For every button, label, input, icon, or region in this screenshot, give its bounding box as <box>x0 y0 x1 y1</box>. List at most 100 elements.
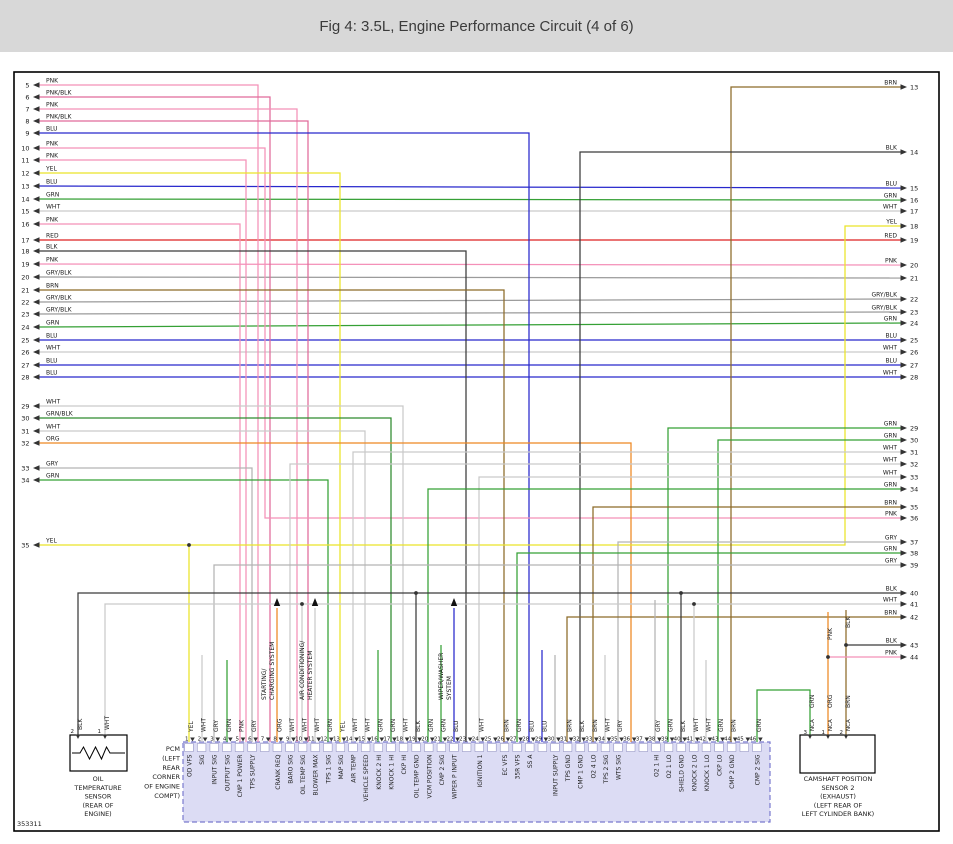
pcm-pin-arrow-icon <box>505 737 511 742</box>
right-pin-arrow-icon <box>900 590 907 596</box>
pcm-pin-arrow-icon <box>253 737 258 742</box>
wire-pnk <box>38 108 298 742</box>
pcm-pin-arrow-icon <box>695 737 700 742</box>
pcm-pin-wire-color: YEL <box>339 721 346 733</box>
left-pin-arrow-icon <box>33 403 40 409</box>
pcm-pin-arrow-icon <box>720 737 725 742</box>
left-pin-arrow-icon <box>33 145 40 151</box>
right-pin-wire-color: BLU <box>885 332 897 339</box>
pcm-pin-signal-label: CMP 2 SIG <box>439 754 446 785</box>
pcm-pin-number: 26 <box>497 737 504 743</box>
pcm-pin-cell <box>361 743 371 752</box>
cam-sensor-label: SENSOR 2 <box>821 784 854 792</box>
right-pin-arrow-icon <box>900 223 907 229</box>
left-pin-number: 11 <box>21 156 29 164</box>
pcm-pin-arrow-icon <box>732 737 738 742</box>
wire-gry-blk <box>37 298 904 303</box>
left-pin-wire-color: PNK <box>46 152 59 159</box>
left-pin-number: 10 <box>21 144 29 152</box>
right-pin-number: 39 <box>910 561 918 569</box>
right-pin-arrow-icon <box>900 654 907 660</box>
pcm-pin-arrow-icon <box>518 737 523 742</box>
pcm-pin-arrow-icon <box>442 737 448 742</box>
left-pin-wire-color: GRN <box>46 319 59 326</box>
pcm-pin-wire-color: BLU <box>529 720 536 732</box>
offpage-arrow-icon <box>311 598 319 606</box>
pcm-connector <box>182 741 771 823</box>
wire-grn <box>667 427 903 742</box>
pcm-pin-signal-label: KNOCK 1 HI <box>388 754 395 789</box>
right-pin-number: 27 <box>910 361 918 369</box>
right-pin-arrow-icon <box>900 296 907 302</box>
left-pin-number: 29 <box>21 402 29 410</box>
pcm-pin-wire-color: GRN <box>718 719 725 732</box>
right-pin-arrow-icon <box>900 349 907 355</box>
right-pin-number: 33 <box>910 473 918 481</box>
pcm-pin-arrow-icon <box>341 737 347 742</box>
pcm-pin-signal-label: SHIELD GND <box>679 754 686 792</box>
left-pin-wire-color: WHT <box>46 344 60 351</box>
system-annotation: AIR CONDITIONING/ <box>299 640 306 700</box>
pcm-pin-cell <box>689 743 699 752</box>
left-pin-wire-color: ORG <box>46 435 60 442</box>
pcm-pin-cell <box>537 743 547 752</box>
oil-temp-sensor-label: TEMPERATURE <box>73 784 121 792</box>
pcm-pin-cell <box>197 743 207 752</box>
pcm-pin-wire-color: BLK <box>579 720 586 732</box>
left-pin-arrow-icon <box>33 248 40 254</box>
pcm-pin-number: 31 <box>560 737 567 743</box>
wire-gry <box>617 541 903 742</box>
pcm-pin-number: 28 <box>522 737 529 743</box>
pcm-pin-number: 18 <box>396 737 403 743</box>
right-pin-wire-color: GRY <box>885 557 897 564</box>
right-pin-wire-color: GRN <box>884 481 897 488</box>
right-pin-number: 15 <box>910 184 918 192</box>
pcm-pin-arrow-icon <box>631 737 637 742</box>
left-pin-number: 12 <box>21 169 29 177</box>
right-pin-wire-color: PNK <box>885 510 898 517</box>
wire-org <box>38 442 632 742</box>
wire-pnk <box>38 223 241 742</box>
right-pin-arrow-icon <box>900 237 907 243</box>
left-pin-wire-color: PNK/BLK <box>46 113 73 120</box>
right-pin-wire-color: PNK <box>885 649 898 656</box>
right-pin-number: 26 <box>910 348 918 356</box>
left-pin-arrow-icon <box>33 415 40 421</box>
pcm-pin-number: 5 <box>235 737 239 743</box>
right-pin-wire-color: BLK <box>886 144 898 151</box>
oil-temp-sensor-label: ENGINE) <box>84 810 111 818</box>
pcm-pin-cell <box>247 743 257 752</box>
pcm-pin-wire-color: BRN <box>731 719 738 732</box>
left-pin-arrow-icon <box>33 118 40 124</box>
left-pin-wire-color: GRY/BLK <box>46 306 73 313</box>
left-pin-arrow-icon <box>33 170 40 176</box>
right-pin-number: 22 <box>910 295 918 303</box>
wire-wht <box>478 476 903 742</box>
left-pin-arrow-icon <box>33 311 40 317</box>
pcm-pin-cell <box>550 743 560 752</box>
pcm-pin-cell <box>424 743 434 752</box>
system-annotation: CHARGING SYSTEM <box>269 642 276 700</box>
wire-pnk-blk <box>38 96 271 742</box>
right-pin-arrow-icon <box>900 562 907 568</box>
system-annotation: SYSTEM <box>446 676 453 700</box>
right-pin-arrow-icon <box>900 474 907 480</box>
pcm-pin-wire-color: GRN <box>390 719 397 732</box>
right-pin-wire-color: GRY/BLK <box>871 304 898 311</box>
pcm-pin-number: 17 <box>383 737 390 743</box>
left-pin-wire-color: BRN <box>46 282 59 289</box>
pcm-pin-cell <box>487 743 497 752</box>
pcm-pin-cell <box>600 743 611 752</box>
right-pin-arrow-icon <box>900 539 907 545</box>
left-pin-arrow-icon <box>33 374 40 380</box>
left-pin-wire-color: GRN/BLK <box>46 410 74 417</box>
pcm-pin-arrow-icon <box>202 737 208 742</box>
pcm-pin-wire-color: WHT <box>478 718 485 732</box>
wire-blu <box>37 185 904 189</box>
right-pin-arrow-icon <box>900 550 907 556</box>
right-pin-number: 35 <box>910 503 918 511</box>
pcm-pin-cell <box>335 743 345 752</box>
left-pin-arrow-icon <box>33 106 40 112</box>
right-pin-arrow-icon <box>900 337 907 343</box>
sensor-pin-wire-color: BRN <box>845 695 852 708</box>
